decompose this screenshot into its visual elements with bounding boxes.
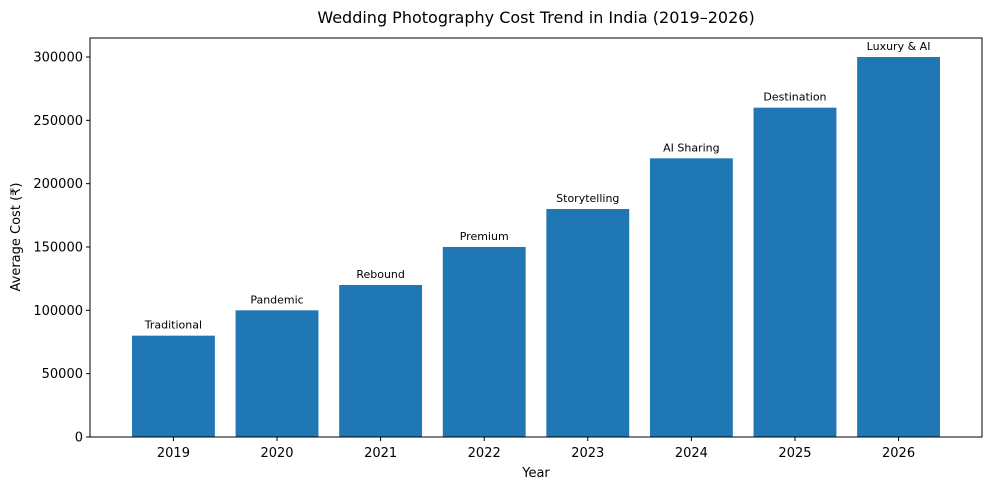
bar-2020: [235, 310, 319, 437]
y-tick-label: 150000: [33, 241, 83, 256]
bar-2024: [649, 158, 733, 438]
y-tick-label: 100000: [33, 304, 83, 319]
bars: [132, 57, 940, 438]
bar-2019: [132, 335, 215, 437]
bar-label-2023: Storytelling: [556, 192, 619, 205]
bar-2022: [442, 247, 526, 437]
bar-label-2019: Traditional: [144, 319, 202, 332]
x-tick-label: 2024: [675, 446, 708, 461]
x-tick-label: 2026: [882, 446, 915, 461]
plot-frame: [89, 37, 983, 438]
bar-2026: [857, 57, 940, 437]
y-tick-label: 50000: [42, 367, 83, 382]
x-tick-label: 2021: [364, 446, 397, 461]
bar-2023: [546, 209, 630, 437]
y-tick-label: 0: [75, 431, 83, 446]
x-tick-label: 2025: [778, 446, 811, 461]
x-axis-label: Year: [521, 466, 550, 481]
x-tick-label: 2023: [571, 446, 604, 461]
x-tick-label: 2022: [468, 446, 501, 461]
y-tick-label: 200000: [33, 177, 83, 192]
y-axis-label: Average Cost (₹): [9, 183, 24, 292]
y-axis: 0 50000 100000 150000 200000 250000 300000: [33, 51, 90, 446]
x-axis: 2019 2020 2021 2022 2023 2024 2025 2026: [157, 437, 915, 461]
x-tick-label: 2019: [157, 446, 190, 461]
bar-labels: Traditional Pandemic Rebound Premium Storyte…: [144, 40, 931, 332]
y-tick-label: 300000: [33, 51, 83, 66]
bar-2025: [753, 107, 837, 438]
bar-label-2026: Luxury & AI: [867, 40, 931, 53]
bar-label-2021: Rebound: [356, 268, 405, 281]
chart-title: Wedding Photography Cost Trend in India …: [317, 8, 754, 27]
x-tick-label: 2020: [260, 446, 293, 461]
bar-label-2025: Destination: [763, 91, 826, 104]
bar-label-2024: AI Sharing: [663, 141, 720, 154]
y-tick-label: 250000: [33, 114, 83, 129]
bar-2021: [339, 285, 423, 437]
bar-label-2020: Pandemic: [250, 293, 303, 306]
bar-label-2022: Premium: [460, 230, 509, 243]
